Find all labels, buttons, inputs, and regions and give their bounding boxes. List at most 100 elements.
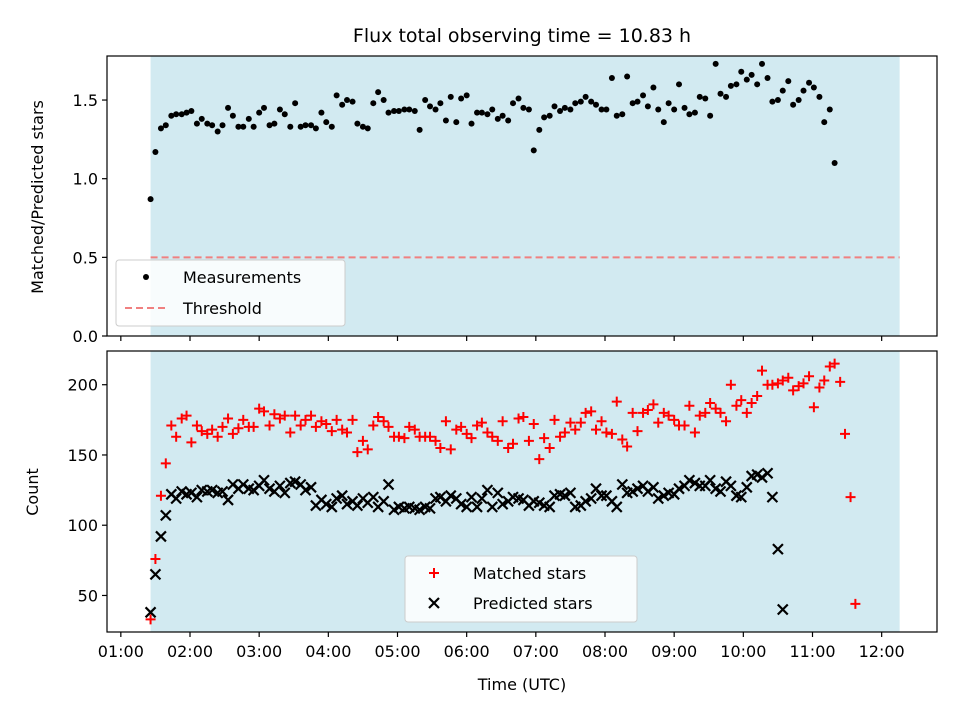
top-panel: 0.0 0.5 1.0 1.5 Measurements Threshold [73,55,938,346]
data-point [444,489,457,502]
data-point [551,103,558,110]
data-point [290,410,301,421]
data-point [776,603,789,616]
data-point [676,81,683,88]
data-point [748,71,755,78]
data-point [561,104,568,111]
data-point [430,435,441,446]
data-point [804,371,815,382]
x-tick-label: 01:00 [98,642,144,661]
data-point [559,489,571,502]
data-point [492,435,503,446]
legend-top: Measurements Threshold [115,259,346,327]
data-point [425,431,436,442]
data-point [510,100,517,107]
data-point [225,104,232,111]
data-point [644,103,651,110]
data-point [380,97,387,104]
data-point [663,410,674,421]
data-point [806,79,813,86]
data-point [808,402,819,413]
data-point [603,106,610,113]
data-point [588,98,595,105]
data-point [476,417,487,428]
data-point [330,492,343,505]
data-point [162,122,169,129]
data-point [347,414,358,425]
axes-frame [106,350,938,633]
legend-marker-measurements [143,274,149,280]
data-point [382,478,395,491]
data-point [149,568,162,581]
data-point [474,109,481,116]
y-tick-label: 100 [67,516,98,535]
data-point [367,491,380,503]
data-point [534,454,545,465]
data-point [271,120,278,127]
data-point [819,375,830,386]
data-point [704,474,716,487]
data-point [777,375,788,386]
data-point [689,427,700,438]
data-point [300,414,311,425]
data-point [783,372,794,383]
data-point [399,433,410,444]
data-point [344,97,351,104]
data-point [814,382,825,393]
data-point [702,95,709,102]
data-point [352,447,363,458]
axes-frame [106,55,938,337]
x-tick-label: 07:00 [513,642,559,661]
data-point [276,106,283,113]
data-point [406,106,413,113]
x-tick-label: 12:00 [859,642,905,661]
data-point [486,501,499,513]
data-point [596,416,607,427]
data-point [650,84,657,91]
data-point [395,108,402,115]
data-point [333,92,340,99]
data-point [766,491,779,503]
data-point [494,115,501,122]
data-point [227,428,238,439]
y-tick-label: 0.5 [73,248,98,267]
data-point [212,431,223,442]
data-point [256,109,263,116]
data-point [631,482,644,495]
data-point [731,400,742,411]
data-point [655,106,662,113]
data-point [608,75,615,82]
data-point [627,407,638,418]
data-point [222,494,234,506]
chart-title: Flux total observing time = 10.83 h [353,25,691,47]
data-point [285,427,296,438]
data-point [181,410,192,421]
data-point [572,100,579,107]
data-point [297,123,304,130]
data-point [622,441,633,452]
data-point [741,481,753,494]
data-point [544,442,555,453]
data-point [342,427,353,438]
data-point [686,111,693,118]
data-point [306,410,317,421]
series-measurements [147,60,838,203]
data-point [373,412,384,423]
data-point [499,112,506,119]
data-point [746,397,757,408]
data-point [727,82,734,89]
data-point [764,75,771,82]
data-point [665,100,672,107]
data-point [455,498,467,510]
data-point [404,421,415,432]
data-point [320,498,333,510]
data-point [171,431,182,442]
data-point [391,108,398,115]
y-tick-label: 0.0 [73,327,98,346]
data-point [235,123,242,130]
data-point [632,426,643,437]
data-point [240,123,247,130]
data-point [774,97,781,104]
data-point [660,119,667,126]
data-point [339,101,346,108]
